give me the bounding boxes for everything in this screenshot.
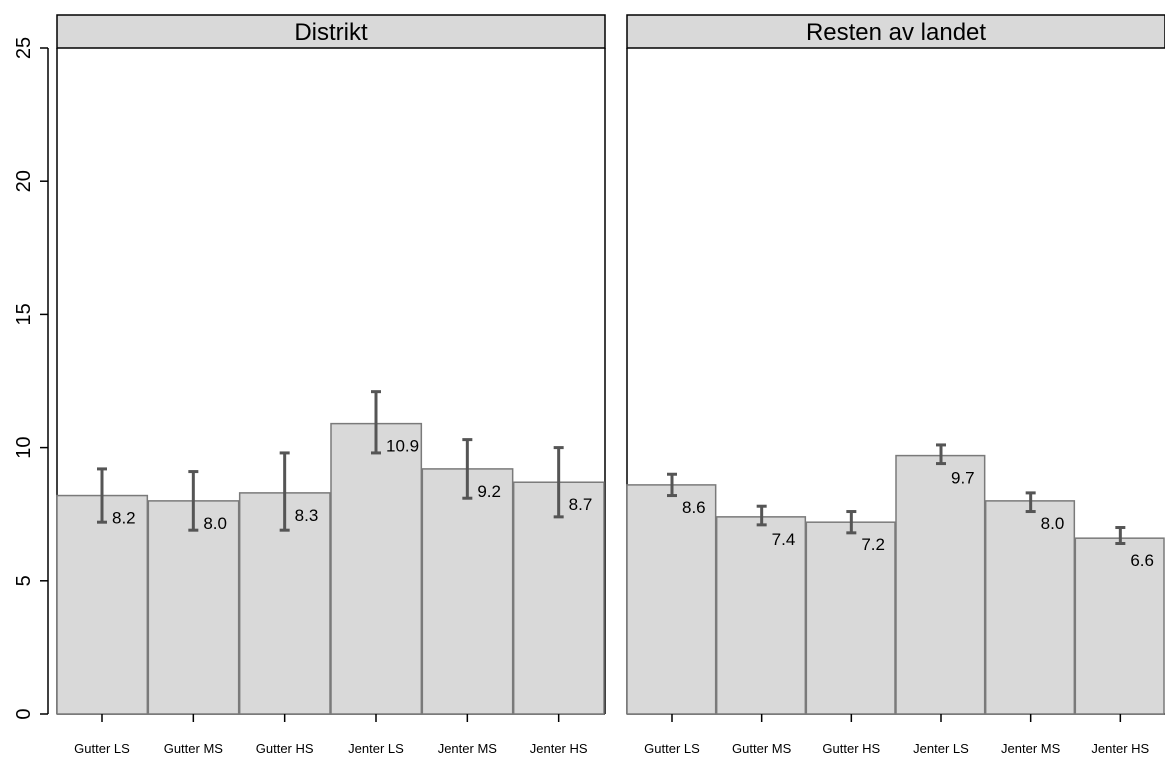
error-bar xyxy=(462,438,473,500)
bar xyxy=(626,484,717,715)
chart-panels: Distrikt 8.2 Gutter LS 8.0 Gutter MS 8.3 Gutte… xyxy=(56,14,1165,756)
error-bar xyxy=(1115,526,1126,546)
data-label: 8.7 xyxy=(569,495,593,514)
error-bar xyxy=(1025,491,1036,514)
panel-strip xyxy=(56,14,606,49)
data-label: 8.3 xyxy=(295,506,319,525)
bar xyxy=(895,454,986,715)
y-tick-label: 25 xyxy=(13,37,35,59)
error-bar xyxy=(279,451,290,532)
y-tick-label: 5 xyxy=(13,575,35,586)
data-label: 6.6 xyxy=(1130,551,1154,570)
y-tick-label: 15 xyxy=(13,303,35,325)
x-tick-label: Jenter LS xyxy=(913,741,969,756)
data-label: 7.2 xyxy=(861,535,885,554)
data-label: 10.9 xyxy=(386,437,419,456)
y-tick-label: 20 xyxy=(13,170,35,192)
panel-strip xyxy=(626,14,1165,49)
x-tick-label: Gutter MS xyxy=(732,741,792,756)
data-label: 7.4 xyxy=(772,530,796,549)
x-tick-label: Gutter HS xyxy=(256,741,314,756)
panel-title: Distrikt xyxy=(294,19,368,46)
x-tick-label: Jenter MS xyxy=(1001,741,1061,756)
x-tick-label: Jenter LS xyxy=(348,741,404,756)
bar xyxy=(147,500,240,715)
bar xyxy=(56,494,149,715)
bar xyxy=(1074,537,1165,715)
bar xyxy=(715,516,807,715)
error-bar xyxy=(553,446,564,519)
x-tick-label: Gutter MS xyxy=(164,741,224,756)
error-bar xyxy=(188,470,199,532)
bar xyxy=(330,422,423,715)
error-bar xyxy=(756,504,767,527)
x-tick-label: Jenter HS xyxy=(1091,741,1149,756)
data-label: 9.7 xyxy=(951,469,975,488)
y-tick-label: 10 xyxy=(13,436,35,458)
y-tick-label: 0 xyxy=(13,708,35,719)
x-tick-label: Gutter LS xyxy=(644,741,700,756)
x-tick-label: Jenter MS xyxy=(438,741,498,756)
error-bar xyxy=(846,510,857,535)
data-label: 9.2 xyxy=(477,482,501,501)
data-label: 8.0 xyxy=(1041,514,1065,533)
error-bar xyxy=(371,390,381,455)
panel: Resten av landet 8.6 Gutter LS 7.4 Gutter MS… xyxy=(626,14,1165,756)
error-bar xyxy=(667,472,677,498)
panel-title: Resten av landet xyxy=(806,19,986,46)
x-tick-label: Gutter LS xyxy=(74,741,130,756)
panel: Distrikt 8.2 Gutter LS 8.0 Gutter MS 8.3 Gutte… xyxy=(56,14,606,756)
error-bar xyxy=(936,443,946,466)
bar xyxy=(984,500,1076,715)
data-label: 8.6 xyxy=(682,498,706,517)
data-label: 8.2 xyxy=(112,509,136,528)
error-bar xyxy=(97,467,107,524)
bar xyxy=(805,521,896,715)
y-axis: 0 5 10 15 20 25 xyxy=(13,37,49,720)
data-label: 8.0 xyxy=(203,514,227,533)
x-tick-label: Jenter HS xyxy=(530,741,588,756)
bar xyxy=(421,468,514,715)
x-tick-label: Gutter HS xyxy=(822,741,880,756)
